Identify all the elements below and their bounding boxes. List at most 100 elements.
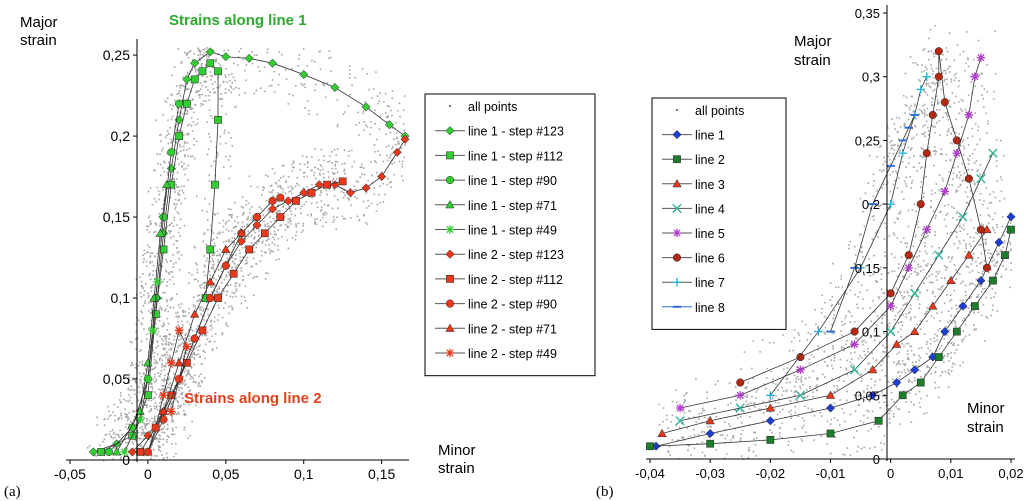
all-points-dot bbox=[221, 333, 224, 336]
all-points-dot bbox=[225, 324, 227, 326]
all-points-dot bbox=[875, 324, 878, 326]
all-points-dot bbox=[114, 414, 116, 417]
all-points-dot bbox=[681, 436, 683, 439]
all-points-dot bbox=[298, 184, 300, 187]
all-points-dot bbox=[234, 225, 236, 228]
all-points-dot bbox=[919, 250, 921, 253]
all-points-dot bbox=[977, 294, 980, 296]
all-points-dot bbox=[999, 250, 1002, 253]
all-points-dot bbox=[914, 236, 917, 238]
all-points-dot bbox=[993, 264, 995, 267]
all-points-dot bbox=[141, 428, 144, 430]
all-points-dot bbox=[274, 181, 277, 184]
all-points-dot bbox=[156, 362, 158, 365]
all-points-dot bbox=[232, 76, 235, 79]
all-points-dot bbox=[158, 402, 161, 404]
all-points-dot bbox=[879, 169, 881, 172]
all-points-dot bbox=[239, 259, 242, 262]
all-points-dot bbox=[318, 50, 321, 53]
all-points-dot bbox=[370, 202, 373, 205]
all-points-dot bbox=[289, 207, 291, 210]
all-points-dot bbox=[176, 350, 178, 353]
all-points-dot bbox=[120, 395, 122, 397]
all-points-dot bbox=[180, 343, 182, 346]
all-points-dot bbox=[186, 132, 189, 134]
all-points-dot bbox=[273, 90, 276, 93]
all-points-dot bbox=[267, 272, 269, 275]
all-points-dot bbox=[872, 173, 875, 176]
all-points-dot bbox=[141, 360, 144, 363]
all-points-dot bbox=[988, 202, 991, 204]
all-points-dot bbox=[202, 271, 205, 273]
all-points-dot bbox=[912, 110, 914, 113]
all-points-dot bbox=[212, 268, 215, 270]
legend-swatch bbox=[445, 348, 455, 358]
all-points-dot bbox=[311, 156, 313, 158]
all-points-dot bbox=[147, 399, 150, 402]
all-points-dot bbox=[883, 434, 886, 437]
all-points-dot bbox=[114, 447, 116, 449]
all-points-dot bbox=[953, 79, 956, 82]
all-points-dot bbox=[171, 343, 173, 346]
all-points-dot bbox=[223, 132, 226, 134]
all-points-dot bbox=[151, 386, 153, 388]
all-points-dot bbox=[154, 454, 156, 457]
all-points-dot bbox=[182, 145, 185, 148]
all-points-dot bbox=[164, 291, 166, 294]
all-points-dot bbox=[319, 194, 321, 196]
all-points-dot bbox=[930, 245, 933, 248]
data-point bbox=[916, 378, 925, 387]
all-points-dot bbox=[146, 333, 148, 336]
all-points-dot bbox=[162, 427, 164, 430]
all-points-dot bbox=[270, 221, 272, 223]
all-points-dot bbox=[214, 213, 216, 216]
all-points-dot bbox=[118, 399, 121, 401]
all-points-dot bbox=[950, 78, 952, 81]
all-points-dot bbox=[956, 189, 959, 192]
all-points-dot bbox=[168, 341, 170, 344]
all-points-dot bbox=[236, 243, 239, 246]
all-points-dot bbox=[829, 299, 832, 301]
all-points-dot bbox=[300, 83, 303, 85]
all-points-dot bbox=[958, 80, 960, 82]
all-points-dot bbox=[946, 134, 949, 136]
all-points-dot bbox=[231, 260, 234, 263]
all-points-dot bbox=[895, 116, 898, 119]
all-points-dot bbox=[313, 60, 316, 63]
all-points-dot bbox=[164, 136, 167, 139]
all-points-dot bbox=[150, 383, 153, 386]
all-points-dot bbox=[736, 417, 739, 420]
all-points-dot bbox=[923, 236, 926, 239]
all-points-dot bbox=[961, 140, 964, 143]
all-points-dot bbox=[906, 368, 909, 371]
all-points-dot bbox=[952, 217, 954, 219]
legend-label: line 2 - step #90 bbox=[468, 298, 557, 312]
all-points-dot bbox=[319, 174, 321, 176]
all-points-dot bbox=[180, 382, 182, 384]
all-points-dot bbox=[740, 368, 742, 370]
all-points-dot bbox=[926, 307, 929, 309]
all-points-dot bbox=[218, 287, 221, 290]
all-points-dot bbox=[761, 339, 764, 341]
all-points-dot bbox=[161, 431, 164, 433]
all-points-dot bbox=[170, 349, 173, 351]
all-points-dot bbox=[193, 157, 196, 160]
all-points-dot bbox=[936, 99, 939, 101]
all-points-dot bbox=[889, 158, 891, 161]
x-tick-label: 0,02 bbox=[998, 466, 1023, 481]
all-points-dot bbox=[385, 116, 388, 118]
all-points-dot bbox=[198, 48, 200, 51]
all-points-dot bbox=[150, 436, 153, 439]
all-points-dot bbox=[231, 82, 234, 84]
all-points-dot bbox=[162, 147, 164, 150]
all-points-dot bbox=[200, 104, 203, 107]
all-points-dot bbox=[245, 259, 247, 262]
data-point bbox=[120, 447, 129, 457]
all-points-dot bbox=[793, 391, 796, 393]
all-points-dot bbox=[797, 332, 800, 334]
all-points-dot bbox=[165, 406, 167, 409]
all-points-dot bbox=[789, 381, 791, 384]
all-points-dot bbox=[400, 147, 403, 149]
all-points-dot bbox=[188, 335, 190, 337]
all-points-dot bbox=[187, 282, 190, 284]
